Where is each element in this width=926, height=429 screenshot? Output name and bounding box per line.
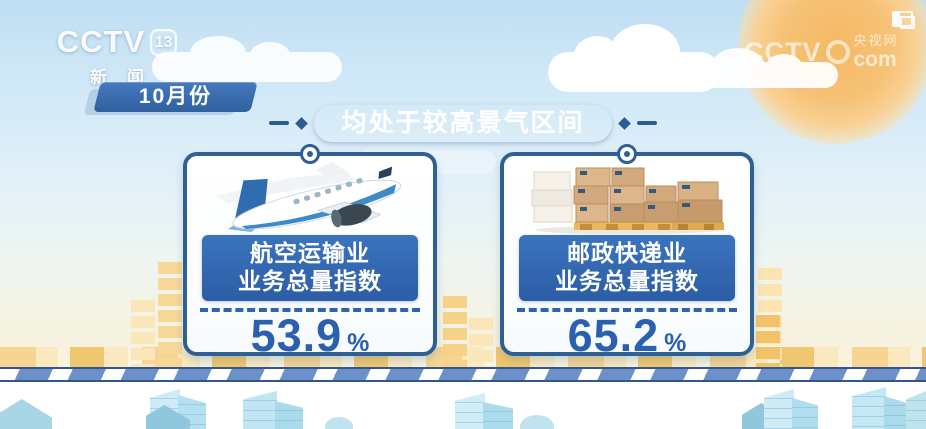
dashed-divider [200, 308, 420, 313]
diamond-icon [295, 116, 309, 130]
screen-mirror-icon [892, 11, 915, 29]
building-shape [764, 389, 794, 429]
card-label-line1: 邮政快递业 [567, 240, 687, 266]
card-postal-express: 邮政快递业 业务总量指数 65.2 % [500, 144, 754, 361]
watermark-brand: CCTV [744, 36, 822, 67]
card-label: 航空运输业 业务总量指数 [202, 235, 418, 302]
building-shape [243, 391, 277, 429]
airplane-icon [187, 160, 433, 234]
watermark-ring-icon [825, 40, 850, 64]
dash-decoration [269, 121, 290, 125]
building-shape [455, 393, 485, 429]
dashed-divider [517, 308, 737, 313]
dash-decoration [636, 121, 657, 125]
cctv-13-logo: CCTV 13 新闻 [52, 24, 182, 88]
card-label: 邮政快递业 业务总量指数 [519, 235, 735, 302]
watermark-site-name: 央视网 [853, 33, 899, 48]
building-shape [275, 401, 303, 429]
percent-sign: % [347, 329, 370, 358]
card-label-line2: 业务总量指数 [238, 268, 382, 295]
hill-shape [520, 415, 554, 429]
hill-shape [0, 399, 52, 429]
index-value: 53.9 % [187, 310, 433, 362]
period-badge: 10月份 [83, 82, 261, 120]
percent-sign: % [664, 329, 687, 358]
striped-guardrail-bar [0, 367, 926, 382]
channel-number-badge: 13 [150, 28, 178, 56]
card-aviation: 航空运输业 业务总量指数 53.9 % [183, 144, 437, 361]
banner-title: 均处于较高景气区间 [314, 105, 611, 142]
card-label-line2: 业务总量指数 [555, 268, 699, 295]
pixel-building [756, 315, 780, 367]
index-value: 65.2 % [504, 310, 750, 362]
channel-brand: CCTV [56, 24, 146, 59]
building-shape [792, 398, 818, 429]
parcel-boxes-icon [504, 160, 750, 234]
building-shape [852, 387, 886, 429]
pixel-building [443, 296, 467, 367]
cctv-com-watermark: CCTV 央视网 com [744, 34, 899, 70]
pixel-building [131, 300, 155, 367]
building-shape [884, 396, 910, 429]
cloud [152, 36, 342, 82]
building-shape [483, 402, 513, 429]
city-skyline [0, 382, 926, 429]
cloud [642, 48, 838, 88]
connector-ring-icon [300, 144, 320, 164]
card-label-line1: 航空运输业 [250, 240, 370, 266]
watermark-domain: com [853, 48, 897, 71]
index-number: 65.2 [567, 310, 660, 362]
building-shape [906, 391, 926, 429]
pixel-building [469, 318, 493, 367]
title-banner: 均处于较高景气区间 [0, 104, 926, 142]
diamond-icon [617, 116, 631, 130]
hill-shape [325, 417, 353, 429]
period-badge-label: 10月份 [138, 85, 213, 108]
pixel-building [158, 262, 182, 367]
connector-ring-icon [617, 144, 637, 164]
index-number: 53.9 [250, 310, 343, 362]
